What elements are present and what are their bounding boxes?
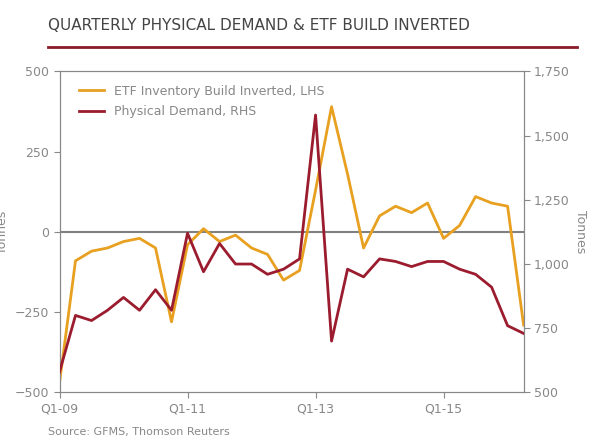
Y-axis label: Tonnes: Tonnes <box>0 211 9 253</box>
Y-axis label: Tonnes: Tonnes <box>574 211 587 253</box>
Text: QUARTERLY PHYSICAL DEMAND & ETF BUILD INVERTED: QUARTERLY PHYSICAL DEMAND & ETF BUILD IN… <box>48 18 469 33</box>
Legend: ETF Inventory Build Inverted, LHS, Physical Demand, RHS: ETF Inventory Build Inverted, LHS, Physi… <box>75 81 328 122</box>
Text: Source: GFMS, Thomson Reuters: Source: GFMS, Thomson Reuters <box>48 427 229 437</box>
